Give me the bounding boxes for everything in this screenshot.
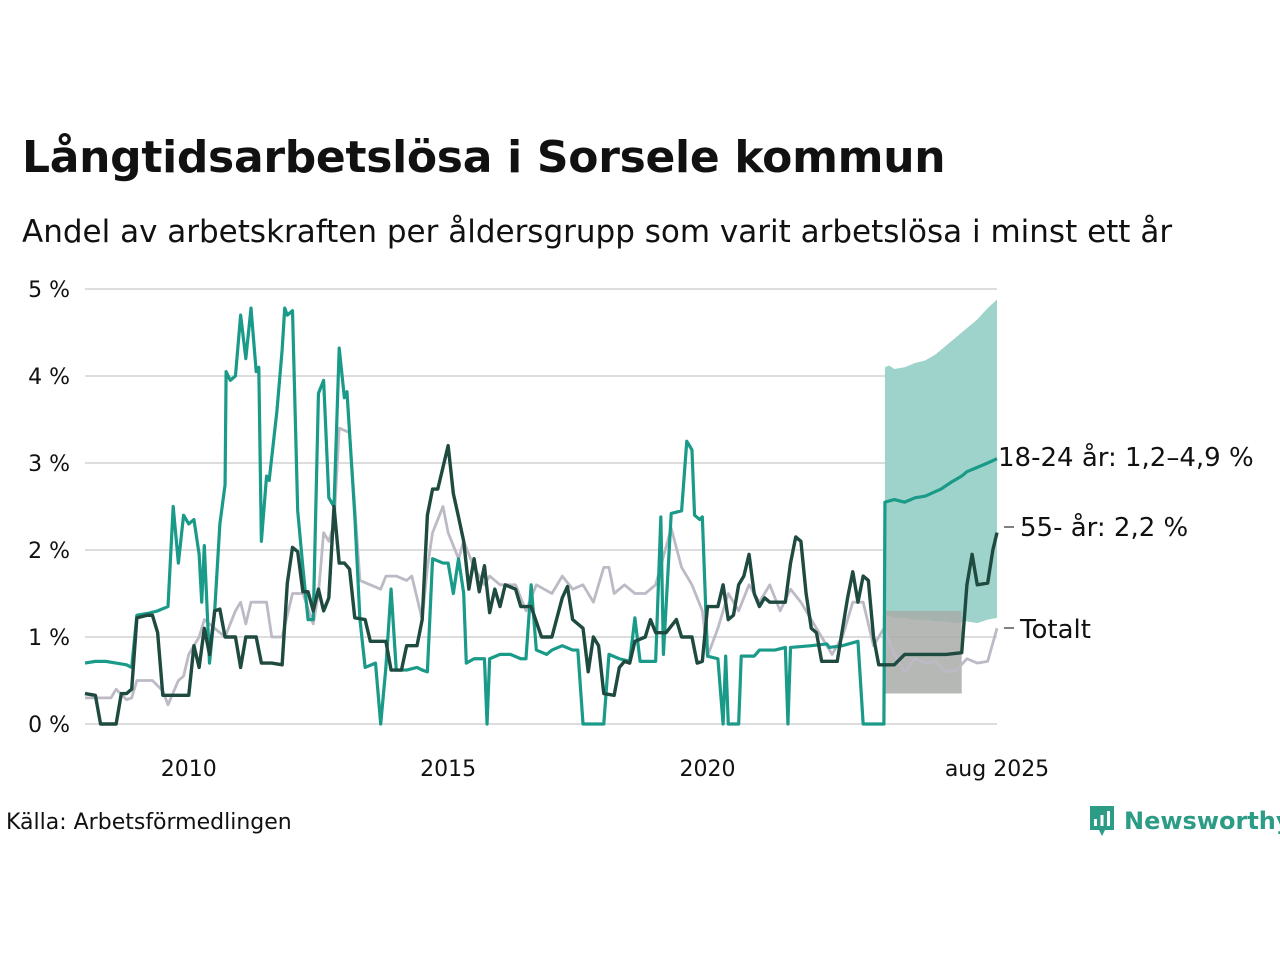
axis-ticks: 0 % 1 % 2 % 3 % 4 % 5 % 2010 2015 2020 aug 2025 — [28, 278, 1049, 782]
chart-subtitle: Andel av arbetskraften per åldersgrupp s… — [22, 214, 1173, 250]
youth-end-label: 18-24 år: 1,2–4,9 % — [998, 442, 1254, 473]
youth-confidence-band — [884, 299, 997, 624]
forecast-bands — [884, 299, 997, 694]
y-tick-label: 1 % — [28, 626, 70, 651]
y-tick-label: 3 % — [28, 452, 70, 477]
brand-logo: Newsworthy — [1088, 804, 1280, 838]
end-labels: 18-24 år: 1,2–4,9 % 55- år: 2,2 % Totalt — [998, 442, 1254, 645]
y-tick-label: 0 % — [28, 713, 70, 738]
source-note: Källa: Arbetsförmedlingen — [6, 810, 292, 835]
y-tick-label: 2 % — [28, 539, 70, 564]
senior-series-line — [84, 443, 999, 726]
series-lines — [84, 306, 999, 726]
youth-series-line — [84, 306, 998, 726]
newsworthy-logo-icon — [1090, 806, 1114, 836]
total-end-label: Totalt — [1019, 615, 1091, 645]
x-tick-label: aug 2025 — [945, 757, 1049, 782]
x-tick-label: 2020 — [680, 757, 736, 782]
senior-confidence-band — [884, 610, 962, 694]
senior-end-label: 55- år: 2,2 % — [1020, 512, 1188, 543]
y-tick-label: 4 % — [28, 365, 70, 390]
brand-name: Newsworthy — [1124, 807, 1280, 835]
x-tick-label: 2010 — [161, 757, 217, 782]
y-tick-label: 5 % — [28, 278, 70, 303]
chart-title: Långtidsarbetslösa i Sorsele kommun — [22, 132, 946, 183]
x-tick-label: 2015 — [420, 757, 476, 782]
